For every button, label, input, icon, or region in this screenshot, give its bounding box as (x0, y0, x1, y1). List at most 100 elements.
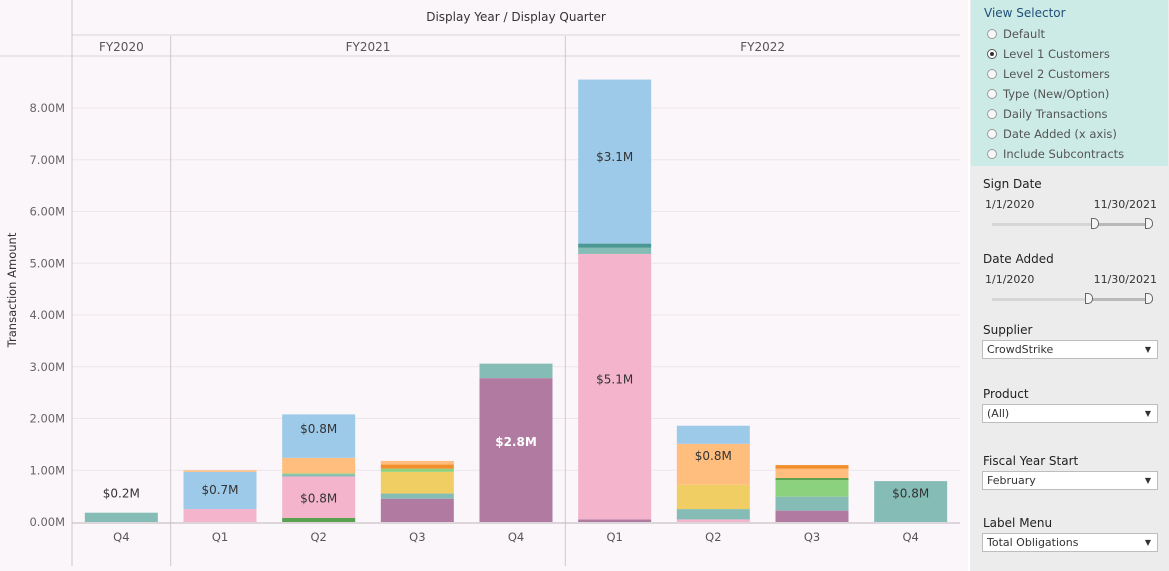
y-tick-label: 2.00M (29, 412, 65, 426)
radio-label: Type (New/Option) (1003, 87, 1110, 101)
bar-segment (676, 484, 750, 510)
radio-icon (987, 29, 997, 39)
view-selector-title: View Selector (984, 6, 1066, 20)
date-added-slider-fill (1085, 298, 1153, 301)
date-added-slider[interactable] (992, 293, 1153, 304)
x-tick-label: Q2 (310, 530, 326, 544)
y-tick-label: 4.00M (29, 308, 65, 322)
date-added-title: Date Added (983, 252, 1054, 266)
bar-segment (380, 493, 454, 499)
radio-level-2-customers[interactable]: Level 2 Customers (987, 65, 1110, 83)
bar-value-label: $0.8M (300, 422, 337, 436)
date-added-from: 1/1/2020 (985, 273, 1035, 286)
supplier-value: CrowdStrike (987, 343, 1054, 356)
radio-daily-transactions[interactable]: Daily Transactions (987, 105, 1108, 123)
date-added-to: 11/30/2021 (1093, 273, 1157, 286)
bar-segment (578, 243, 652, 248)
bar-value-label: $3.1M (596, 150, 633, 164)
year-header: FY2020 (99, 40, 144, 54)
sign-date-start-handle[interactable] (1091, 218, 1100, 229)
bar-segment (380, 460, 454, 465)
chevron-down-icon: ▼ (1144, 538, 1151, 547)
bar-segment (380, 464, 454, 469)
bar-segment (380, 498, 454, 522)
supplier-title: Supplier (983, 323, 1033, 337)
bar-segment (676, 443, 750, 485)
product-title: Product (983, 387, 1029, 401)
radio-checked-icon (987, 49, 997, 59)
y-tick-label: 1.00M (29, 463, 65, 477)
bar-segment (183, 470, 257, 472)
supplier-dropdown[interactable]: CrowdStrike ▼ (982, 340, 1158, 359)
bar-segment (775, 468, 849, 479)
radio-icon (987, 149, 997, 159)
x-tick-label: Q3 (409, 530, 425, 544)
stacked-bar-chart: Display Year / Display Quarter 0.00M 1.00M… (0, 0, 960, 566)
year-header: FY2022 (740, 40, 785, 54)
bar-segment (578, 253, 652, 520)
fiscal-year-start-dropdown[interactable]: February ▼ (982, 471, 1158, 490)
filter-panel: View Selector Default Level 1 Customers … (970, 0, 1169, 571)
bar-segment (775, 465, 849, 469)
bar-value-label: $5.1M (596, 373, 633, 387)
bar-segment (183, 471, 257, 510)
label-menu-dropdown[interactable]: Total Obligations ▼ (982, 533, 1158, 552)
label-menu-value: Total Obligations (987, 536, 1079, 549)
chevron-down-icon: ▼ (1144, 476, 1151, 485)
radio-label: Daily Transactions (1003, 107, 1108, 121)
x-tick-label: Q2 (705, 530, 721, 544)
bar-segment (282, 473, 356, 475)
bar-segment (380, 468, 454, 472)
bar-value-label: $0.8M (695, 449, 732, 463)
fiscal-year-start-title: Fiscal Year Start (983, 454, 1079, 468)
bar-segment (775, 480, 849, 497)
x-tick-label: Q4 (508, 530, 524, 544)
radio-date-added-x-axis[interactable]: Date Added (x axis) (987, 125, 1117, 143)
bar-segment (578, 519, 652, 522)
radio-type-new-option[interactable]: Type (New/Option) (987, 85, 1109, 103)
y-tick-label: 3.00M (29, 360, 65, 374)
bar-segment (775, 496, 849, 511)
bar-segment (775, 510, 849, 522)
bar-segment (282, 517, 356, 522)
sign-date-title: Sign Date (983, 177, 1042, 191)
radio-default[interactable]: Default (987, 25, 1045, 43)
sign-date-slider[interactable] (992, 218, 1153, 229)
radio-icon (987, 69, 997, 79)
y-axis-label: Transaction Amount (5, 232, 19, 348)
radio-label: Include Subcontracts (1003, 147, 1125, 161)
radio-label: Level 2 Customers (1003, 67, 1110, 81)
product-value: (All) (987, 407, 1010, 420)
sign-date-slider-fill (1091, 223, 1153, 226)
chart-area: Display Year / Display Quarter 0.00M 1.00M… (0, 0, 960, 566)
bar-value-label: $0.8M (892, 487, 929, 501)
bar-segment (282, 474, 356, 477)
radio-level-1-customers[interactable]: Level 1 Customers (987, 45, 1110, 63)
radio-icon (987, 129, 997, 139)
bar-value-label: $0.7M (201, 483, 238, 497)
bar-value-label: $0.8M (300, 492, 337, 506)
y-tick-label: 0.00M (29, 515, 65, 529)
bar-segment (479, 378, 553, 522)
bar-segment (183, 509, 257, 522)
bar-segment (380, 471, 454, 494)
radio-include-subcontracts[interactable]: Include Subcontracts (987, 145, 1124, 163)
chevron-down-icon: ▼ (1144, 409, 1151, 418)
radio-label: Default (1003, 27, 1046, 41)
label-menu-title: Label Menu (983, 516, 1053, 530)
x-tick-label: Q1 (212, 530, 228, 544)
product-dropdown[interactable]: (All) ▼ (982, 404, 1158, 423)
bar-segment (479, 363, 553, 379)
bar-segment (676, 425, 750, 444)
sign-date-from: 1/1/2020 (985, 198, 1035, 211)
date-added-end-handle[interactable] (1145, 293, 1153, 304)
bar-segment (282, 476, 356, 518)
bar-segment (578, 79, 652, 244)
x-tick-label: Q4 (902, 530, 918, 544)
sign-date-end-handle[interactable] (1145, 218, 1153, 229)
y-tick-label: 8.00M (29, 101, 65, 115)
date-added-start-handle[interactable] (1085, 293, 1094, 304)
bar-value-label: $0.2M (103, 487, 140, 501)
y-tick-label: 6.00M (29, 205, 65, 219)
bar-segment (874, 481, 948, 522)
